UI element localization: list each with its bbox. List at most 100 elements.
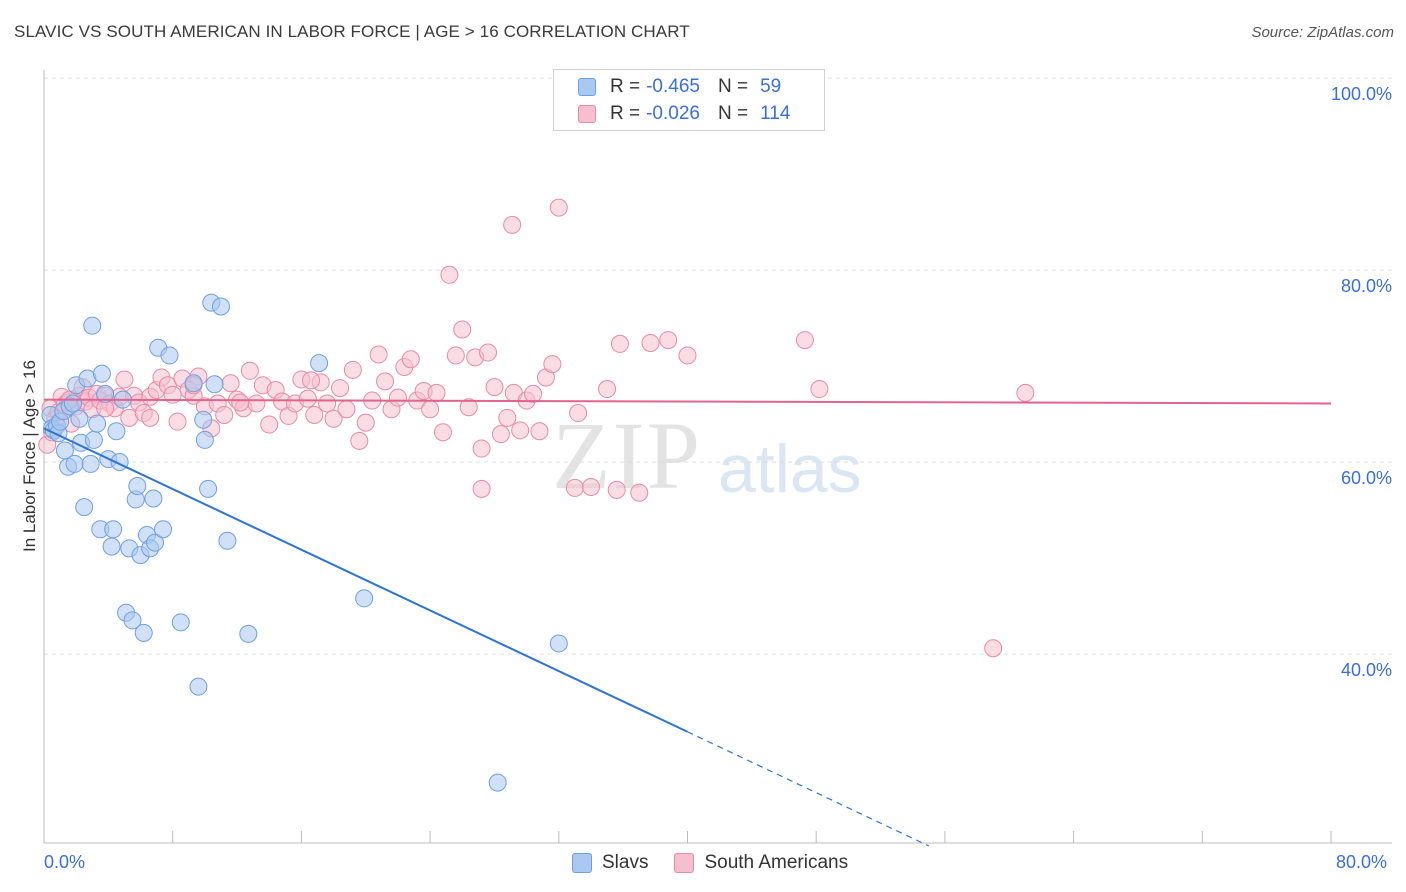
south-american-point xyxy=(305,405,324,424)
south-american-point xyxy=(427,383,446,402)
south-n-label: N = xyxy=(717,103,749,124)
slav-point xyxy=(189,677,208,696)
south-american-point xyxy=(221,374,240,393)
south-american-point xyxy=(141,408,160,427)
slavs-points xyxy=(41,293,568,792)
south-r-value: -0.026 xyxy=(646,103,700,124)
slavs-legend-label: Slavs xyxy=(602,852,649,873)
slav-point xyxy=(195,430,214,449)
south-american-point xyxy=(810,380,829,399)
x-tick-label-min: 0.0% xyxy=(44,852,86,872)
legend-item-slavs[interactable]: Slavs xyxy=(572,852,648,874)
south-american-point xyxy=(630,483,649,502)
south-american-point xyxy=(598,380,617,399)
slav-point xyxy=(123,611,142,630)
slav-point xyxy=(134,623,153,642)
south-american-point xyxy=(641,333,660,352)
south-american-point xyxy=(678,346,697,365)
y-axis-label: In Labor Force | Age > 16 xyxy=(20,359,39,553)
source-credit: Source: ZipAtlas.com xyxy=(1251,24,1394,41)
slavs-n-value: 59 xyxy=(760,76,782,97)
legend-row-slavs: R = -0.465 N = 59 xyxy=(578,75,781,99)
slav-point xyxy=(218,531,237,550)
south-american-point xyxy=(659,331,678,350)
slav-point xyxy=(310,354,329,373)
south-american-point xyxy=(231,393,250,412)
slav-point xyxy=(355,589,374,608)
south-american-point xyxy=(453,320,472,339)
slav-point xyxy=(160,346,179,365)
slav-point xyxy=(239,624,258,643)
south-american-point xyxy=(503,215,522,234)
south-american-point xyxy=(302,371,321,390)
slav-point xyxy=(146,533,165,552)
slav-point xyxy=(63,394,82,413)
south-american-point xyxy=(260,415,279,434)
slav-point xyxy=(107,422,126,441)
south-americans-points xyxy=(38,198,1035,658)
slav-point xyxy=(211,297,230,316)
slav-point xyxy=(84,430,103,449)
legend-item-south-americans[interactable]: South Americans xyxy=(674,852,848,874)
series-legend: Slavs South Americans xyxy=(572,852,874,874)
south-american-point xyxy=(240,361,259,380)
y-tick-label: 80.0% xyxy=(1340,276,1392,296)
south-american-point xyxy=(472,439,491,458)
south-american-point xyxy=(543,355,562,374)
south-american-point xyxy=(498,408,517,427)
south-american-point xyxy=(795,331,814,350)
slav-point xyxy=(70,409,89,428)
south-american-point xyxy=(115,370,134,389)
south-american-point xyxy=(549,198,568,217)
south-legend-label: South Americans xyxy=(704,852,849,873)
watermark-atlas: atlas xyxy=(718,431,862,507)
slavs-trend-line xyxy=(43,427,688,733)
slavs-r-value: -0.465 xyxy=(646,76,700,97)
south-r-label: R = xyxy=(610,103,641,124)
south-american-point xyxy=(524,384,543,403)
south-american-point xyxy=(440,265,459,284)
south-american-point xyxy=(247,394,266,413)
slav-point xyxy=(154,520,173,539)
south-american-point xyxy=(331,379,350,398)
slav-point xyxy=(488,773,507,792)
south-american-point xyxy=(581,477,600,496)
south-american-point xyxy=(479,343,498,362)
slav-point xyxy=(102,537,121,556)
south-american-point xyxy=(350,431,369,450)
south-american-point xyxy=(168,412,187,431)
south-american-point xyxy=(298,389,317,408)
trend-lines xyxy=(43,398,1332,847)
slav-point xyxy=(205,375,224,394)
south-n-value: 114 xyxy=(760,103,791,124)
x-tick-label-max: 80.0% xyxy=(1336,852,1388,872)
south-american-point xyxy=(376,372,395,391)
y-tick-label: 60.0% xyxy=(1340,468,1392,488)
south-american-point xyxy=(388,388,407,407)
slav-point xyxy=(184,374,203,393)
legend-row-south: R = -0.026 N = 114 xyxy=(578,102,790,126)
slav-point xyxy=(83,316,102,335)
south-american-point xyxy=(369,345,388,364)
y-tick-label: 100.0% xyxy=(1330,84,1392,104)
south-americans-trend-line xyxy=(43,398,1332,405)
south-american-point xyxy=(318,394,337,413)
south-american-point xyxy=(1016,383,1035,402)
south-american-point xyxy=(459,398,478,417)
chart-title: SLAVIC VS SOUTH AMERICAN IN LABOR FORCE … xyxy=(14,22,690,41)
south-american-point xyxy=(485,378,504,397)
slav-point xyxy=(81,454,100,473)
slav-point xyxy=(144,489,163,508)
south-american-point xyxy=(421,400,440,419)
south-american-point xyxy=(401,350,420,369)
south-american-point xyxy=(356,413,375,432)
slav-point xyxy=(92,364,111,383)
slav-point xyxy=(171,613,190,632)
south-american-point xyxy=(565,478,584,497)
slavs-swatch xyxy=(578,78,596,96)
south-american-point xyxy=(433,423,452,442)
slav-point xyxy=(194,410,213,429)
south-american-point xyxy=(446,346,465,365)
south-american-point xyxy=(984,639,1003,658)
south-american-point xyxy=(324,409,343,428)
